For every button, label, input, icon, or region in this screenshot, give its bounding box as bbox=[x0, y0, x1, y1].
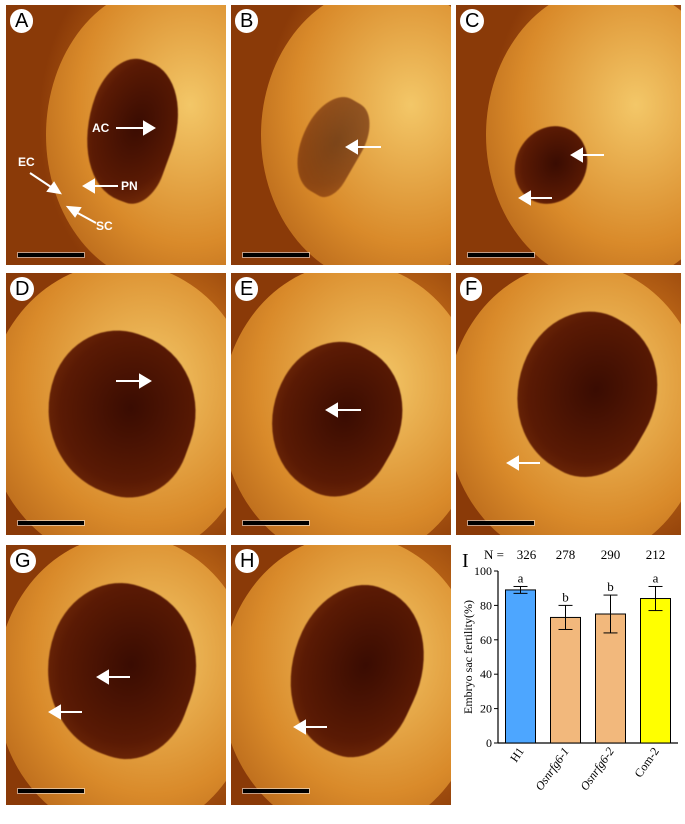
panel-letter: G bbox=[10, 549, 36, 573]
y-tick-label: 20 bbox=[480, 702, 492, 716]
scale-bar bbox=[18, 521, 84, 525]
n-value: 212 bbox=[646, 547, 666, 562]
panel-letter: H bbox=[235, 549, 260, 573]
bar bbox=[505, 589, 536, 744]
significance-label: a bbox=[518, 570, 524, 585]
scale-bar bbox=[243, 789, 309, 793]
y-tick-label: 60 bbox=[480, 633, 492, 647]
panel-letter: A bbox=[10, 9, 34, 33]
micrograph-panel-e: E bbox=[231, 273, 451, 535]
y-tick-label: 100 bbox=[474, 564, 492, 578]
label-pn: PN bbox=[121, 179, 138, 193]
n-prefix: N = bbox=[484, 547, 504, 562]
micrograph-panel-h: H bbox=[231, 545, 451, 805]
x-tick-label: Osnrfg6-2 bbox=[577, 745, 617, 793]
x-tick-label: H1 bbox=[507, 745, 527, 765]
scale-bar bbox=[18, 253, 84, 257]
label-sc: SC bbox=[96, 219, 113, 233]
bar bbox=[550, 616, 581, 744]
scale-bar bbox=[18, 789, 84, 793]
micrograph-panel-a: A AC EC PN SC bbox=[6, 5, 226, 265]
panel-letter: C bbox=[460, 9, 485, 33]
panel-letter: B bbox=[235, 9, 259, 33]
bar bbox=[595, 613, 626, 744]
scale-bar bbox=[243, 253, 309, 257]
scale-bar bbox=[468, 253, 534, 257]
y-axis-label: Embryo sac fertility(%) bbox=[461, 600, 475, 714]
panel-letter: D bbox=[10, 277, 35, 301]
fertility-bar-chart: I 0 20 40 60 80 100 Embryo sac fertility(%) N = a… bbox=[461, 547, 678, 793]
n-value: 290 bbox=[601, 547, 621, 562]
micrograph-panel-b: B bbox=[231, 5, 451, 265]
panel-letter: E bbox=[235, 277, 259, 301]
label-ac: AC bbox=[92, 121, 110, 135]
y-tick-label: 0 bbox=[486, 736, 492, 750]
micrograph-panel-f: F bbox=[456, 273, 681, 535]
significance-label: b bbox=[607, 579, 614, 594]
y-tick-label: 40 bbox=[480, 667, 492, 681]
scale-bar bbox=[468, 521, 534, 525]
n-value: 326 bbox=[517, 547, 537, 562]
n-value: 278 bbox=[556, 547, 576, 562]
micrograph-panel-c: C bbox=[456, 5, 681, 265]
x-tick-label: Osnrfg6-1 bbox=[532, 745, 572, 793]
significance-label: a bbox=[653, 570, 659, 585]
y-tick-label: 80 bbox=[480, 598, 492, 612]
significance-label: b bbox=[562, 589, 569, 604]
bar bbox=[640, 598, 671, 744]
panel-letter: I bbox=[462, 550, 469, 572]
x-tick-label: Com-2 bbox=[631, 745, 662, 780]
label-ec: EC bbox=[18, 155, 35, 169]
micrograph-panel-g: G bbox=[6, 545, 226, 805]
scale-bar bbox=[243, 521, 309, 525]
panel-letter: F bbox=[460, 277, 483, 301]
chart-panel-i: I 0 20 40 60 80 100 Embryo sac fertility(%) N = a… bbox=[460, 545, 685, 819]
micrograph-panel-d: D bbox=[6, 273, 226, 535]
